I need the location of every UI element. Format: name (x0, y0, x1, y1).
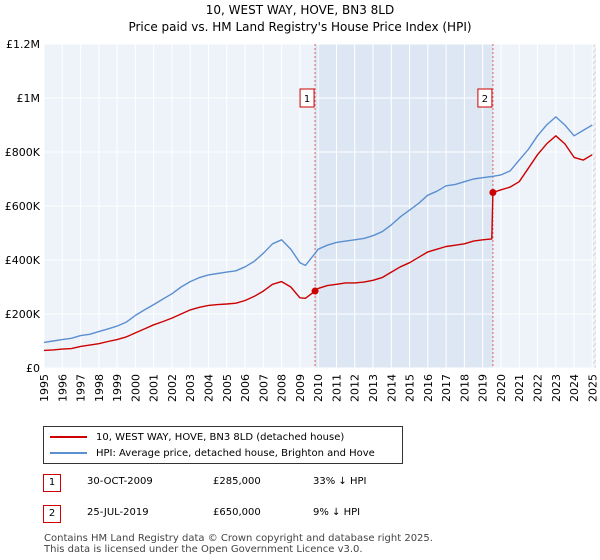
y-tick-label: £400K (5, 254, 41, 267)
x-tick-label: 2025 (586, 374, 599, 402)
x-tick-label: 2016 (422, 374, 435, 402)
y-tick-label: £1.2M (6, 38, 40, 51)
transaction-date: 25-JUL-2019 (87, 507, 149, 518)
x-tick-label: 2021 (513, 374, 526, 402)
y-tick-label: £0 (26, 362, 40, 375)
x-tick-label: 2005 (221, 374, 234, 402)
footer-licence: This data is licensed under the Open Gov… (44, 544, 363, 555)
x-tick-label: 2024 (568, 374, 581, 402)
transaction-date: 30-OCT-2009 (87, 476, 153, 487)
y-tick-label: £1M (17, 92, 41, 105)
footer: Contains HM Land Registry data © Crown c… (44, 533, 433, 555)
x-tick-label: 2008 (276, 374, 289, 402)
legend-item-property: 10, WEST WAY, HOVE, BN3 8LD (detached ho… (50, 430, 344, 444)
x-tick-label: 2007 (257, 374, 270, 402)
x-tick-label: 2017 (440, 374, 453, 402)
x-tick-label: 2006 (239, 374, 252, 402)
x-tick-label: 1998 (93, 374, 106, 402)
transaction-hpi: 9% ↓ HPI (313, 507, 361, 518)
x-tick-label: 2014 (385, 374, 398, 402)
legend: 10, WEST WAY, HOVE, BN3 8LD (detached ho… (43, 426, 403, 464)
x-tick-label: 2013 (367, 374, 380, 402)
x-tick-label: 2015 (404, 374, 417, 402)
x-tick-label: 2022 (532, 374, 545, 402)
x-tick-label: 1999 (111, 374, 124, 402)
x-tick-label: 2010 (312, 374, 325, 402)
legend-item-hpi: HPI: Average price, detached house, Brig… (50, 446, 375, 460)
transaction-row: 1 30-OCT-2009 £285,000 33% ↓ HPI (43, 474, 403, 492)
sale-marker-number: 2 (482, 94, 488, 105)
x-tick-label: 1995 (38, 374, 51, 402)
property-price-line (43, 135, 593, 352)
legend-swatch-property (50, 436, 87, 438)
x-tick-label: 2011 (330, 374, 343, 402)
x-tick-label: 1997 (75, 374, 88, 402)
y-tick-label: £600K (5, 200, 41, 213)
transaction-price: £650,000 (213, 507, 261, 518)
price-chart: 10, WEST WAY, HOVE, BN3 8LD Price paid v… (5, 3, 600, 402)
hpi-line (43, 116, 593, 344)
x-tick-label: 2009 (294, 374, 307, 402)
x-tick-label: 2012 (349, 374, 362, 402)
transaction-badge: 2 (43, 505, 61, 523)
x-tick-label: 2023 (550, 374, 563, 402)
x-tick-label: 2000 (129, 374, 142, 402)
x-tick-label: 2020 (495, 374, 508, 402)
chart-subtitle: Price paid vs. HM Land Registry's House … (128, 20, 471, 34)
transaction-price: £285,000 (213, 476, 261, 487)
x-tick-label: 2003 (184, 374, 197, 402)
x-tick-label: 2001 (148, 374, 161, 402)
x-tick-label: 2018 (458, 374, 471, 402)
x-tick-label: 2004 (203, 374, 216, 402)
x-tick-label: 2019 (477, 374, 490, 402)
x-tick-label: 2002 (166, 374, 179, 402)
transaction-badge: 1 (43, 474, 61, 492)
sale-marker-badge (477, 88, 493, 108)
chart-title: 10, WEST WAY, HOVE, BN3 8LD (206, 3, 394, 17)
sale-marker-badge (299, 88, 315, 108)
sale-marker-number: 1 (304, 94, 310, 105)
footer-copyright: Contains HM Land Registry data © Crown c… (44, 533, 433, 544)
y-tick-label: £800K (5, 146, 41, 159)
legend-label-hpi: HPI: Average price, detached house, Brig… (96, 447, 375, 459)
x-tick-label: 1996 (56, 374, 69, 402)
y-tick-label: £200K (5, 308, 41, 321)
sale-point (311, 287, 319, 295)
transaction-hpi: 33% ↓ HPI (313, 476, 367, 487)
sale-point (489, 189, 497, 196)
legend-swatch-hpi (50, 452, 87, 454)
transaction-row: 2 25-JUL-2019 £650,000 9% ↓ HPI (43, 505, 403, 523)
legend-label-property: 10, WEST WAY, HOVE, BN3 8LD (detached ho… (96, 431, 345, 443)
